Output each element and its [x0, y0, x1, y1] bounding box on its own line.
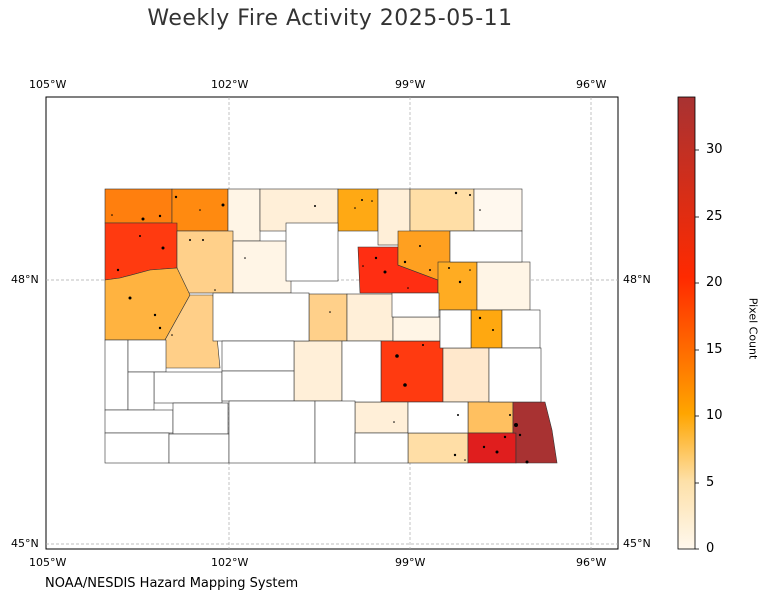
lon-tick-top: 96°W — [576, 78, 607, 91]
lon-tick-top: 105°W — [29, 78, 67, 91]
county-divide — [104, 188, 173, 224]
county-stutsman — [380, 340, 444, 403]
colorbar-tick-label: 10 — [706, 408, 723, 423]
county-mountrail — [176, 230, 234, 294]
colorbar-tick-label: 5 — [706, 475, 715, 490]
county-ransom — [467, 401, 514, 434]
lat-tick-right: 48°N — [623, 273, 651, 286]
lon-tick-bottom: 105°W — [29, 556, 67, 569]
colorbar-tick-label: 30 — [706, 142, 723, 157]
county-pembina — [473, 188, 523, 232]
county-rolette — [337, 188, 379, 232]
lat-tick-left: 45°N — [11, 537, 39, 550]
county-steele — [470, 309, 503, 349]
county-ward — [232, 240, 292, 294]
county-grand-forks — [476, 261, 531, 311]
lon-tick-top: 99°W — [395, 78, 426, 91]
county-dunn — [164, 294, 221, 369]
county-cavalier — [409, 188, 475, 232]
map-title: Weekly Fire Activity 2025-05-11 — [147, 6, 513, 31]
colorbar — [677, 96, 696, 550]
fire-detections — [111, 191, 529, 464]
county-barnes — [442, 347, 490, 403]
colorbar-tick-marks — [695, 149, 699, 550]
lat-tick-right: 45°N — [623, 537, 651, 550]
county-logan — [354, 401, 409, 434]
county-layer — [104, 188, 558, 464]
colorbar-tick-label: 20 — [706, 275, 723, 290]
colorbar-label: Pixel Count — [746, 297, 760, 360]
source-credit: NOAA/NESDIS Hazard Mapping System — [45, 576, 299, 591]
lon-tick-bottom: 96°W — [576, 556, 607, 569]
county-dickey — [407, 432, 469, 464]
colorbar-tick-label: 15 — [706, 342, 723, 357]
colorbar-tick-label: 0 — [706, 541, 715, 556]
county-nelson — [437, 261, 478, 311]
county-kidder — [293, 340, 343, 402]
colorbar-tick-label: 25 — [706, 209, 723, 224]
lat-tick-left: 48°N — [11, 273, 39, 286]
lon-tick-top: 102°W — [211, 78, 249, 91]
county-sheridan — [308, 293, 348, 342]
county-outlines-zero — [104, 222, 542, 464]
lon-tick-bottom: 99°W — [395, 556, 426, 569]
county-foster — [392, 316, 441, 342]
lon-tick-bottom: 102°W — [211, 556, 249, 569]
county-sargent — [467, 432, 517, 464]
county-wells — [346, 293, 394, 342]
county-richland — [512, 401, 558, 464]
